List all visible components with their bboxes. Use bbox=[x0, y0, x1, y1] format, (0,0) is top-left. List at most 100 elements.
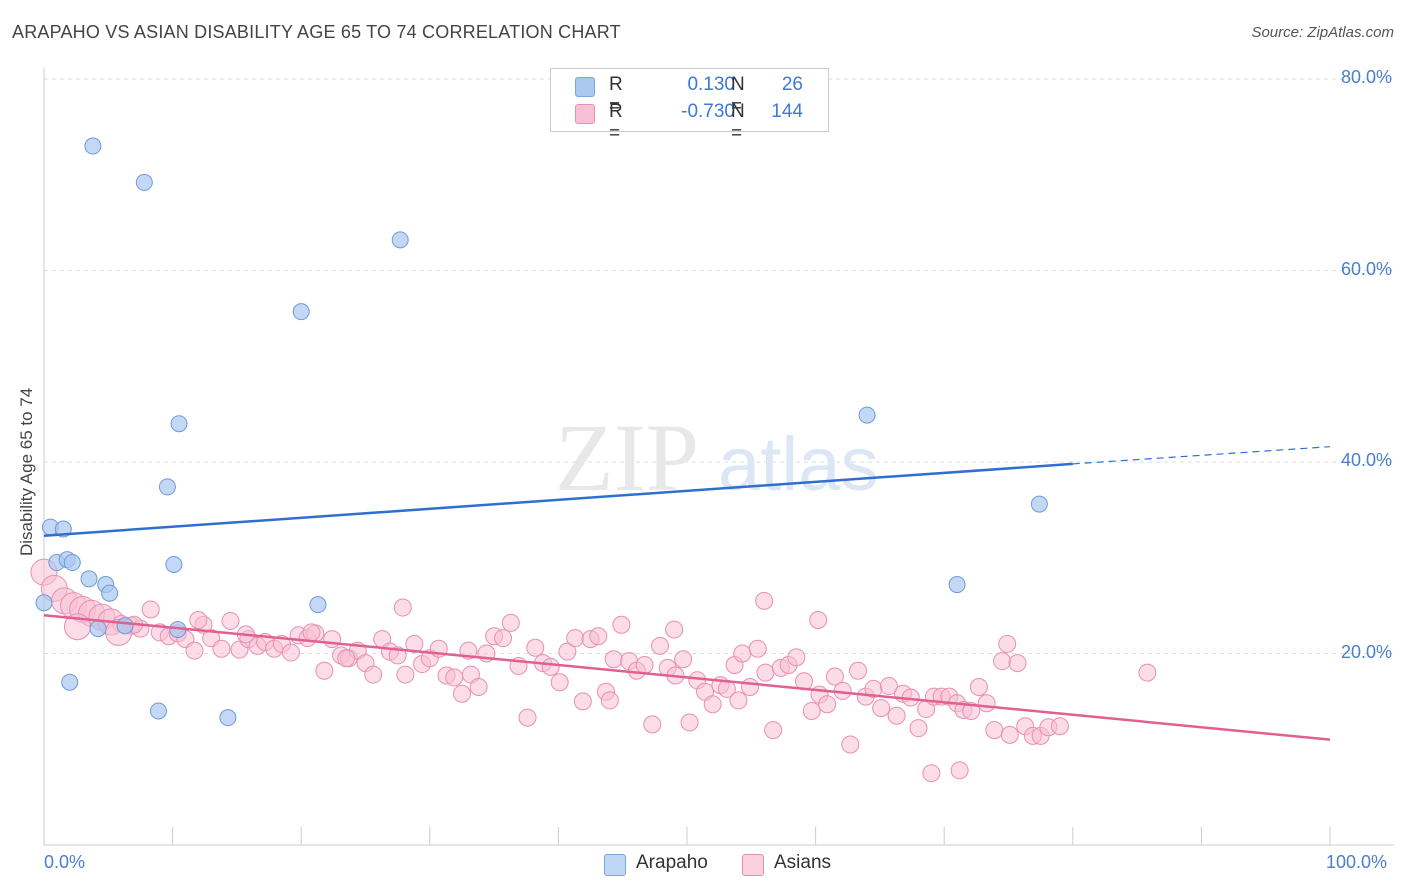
asians-point bbox=[998, 634, 1017, 653]
asians-point bbox=[993, 652, 1012, 671]
asians-point bbox=[364, 665, 383, 684]
asians-point bbox=[141, 600, 160, 619]
y-tick-label: 40.0% bbox=[1340, 450, 1392, 470]
asians-point bbox=[680, 713, 699, 732]
asians-trend-line bbox=[43, 613, 1331, 741]
asians-point bbox=[950, 761, 969, 780]
asians-point bbox=[501, 613, 520, 632]
asians-point bbox=[315, 661, 334, 680]
arapaho-point bbox=[149, 702, 167, 720]
asians-point bbox=[396, 665, 415, 684]
arapaho-point bbox=[158, 478, 176, 496]
asians-point bbox=[445, 668, 464, 687]
asians-series bbox=[30, 558, 1157, 783]
asians-point bbox=[764, 721, 783, 740]
trend-lines bbox=[43, 446, 1331, 741]
asians-point bbox=[337, 649, 356, 668]
arapaho-point bbox=[858, 406, 876, 424]
arapaho-point bbox=[219, 709, 237, 727]
bottom-legend-swatch-asians bbox=[742, 854, 764, 876]
y-tick-label: 20.0% bbox=[1340, 641, 1392, 662]
asians-point bbox=[741, 678, 760, 697]
arapaho-point bbox=[101, 584, 119, 602]
bottom-legend-label-arapaho: Arapaho bbox=[636, 852, 708, 873]
arapaho-point bbox=[1030, 495, 1048, 513]
asians-point bbox=[221, 611, 240, 630]
asians-point bbox=[879, 677, 898, 696]
arapaho-point bbox=[948, 576, 966, 594]
bottom-legend-label-asians: Asians bbox=[774, 852, 832, 873]
watermark: ZIP atlas bbox=[555, 404, 879, 511]
asians-point bbox=[748, 639, 767, 658]
legend-swatch-arapaho bbox=[575, 77, 595, 97]
y-tick-label: 60.0% bbox=[1340, 258, 1392, 279]
asians-point bbox=[643, 715, 662, 734]
watermark-zip: ZIP bbox=[555, 404, 699, 511]
asians-point bbox=[573, 692, 592, 711]
arapaho-point bbox=[89, 620, 107, 638]
asians-point bbox=[802, 701, 821, 720]
legend-n-label: N = bbox=[731, 74, 745, 117]
arapaho-point bbox=[35, 594, 53, 612]
asians-point bbox=[302, 623, 321, 642]
legend-n-value: 26 bbox=[781, 74, 803, 95]
asians-point bbox=[729, 691, 748, 710]
arapaho-point bbox=[309, 596, 327, 614]
asians-point bbox=[1050, 717, 1069, 736]
asians-point bbox=[600, 691, 619, 710]
asians-point bbox=[755, 591, 774, 610]
arapaho-point bbox=[80, 570, 98, 588]
asians-point bbox=[703, 695, 722, 714]
asians-point bbox=[962, 701, 981, 720]
y-tick-label: 80.0% bbox=[1340, 67, 1392, 87]
watermark-atlas: atlas bbox=[718, 422, 879, 507]
asians-point bbox=[969, 678, 988, 697]
arapaho-point bbox=[391, 231, 409, 249]
asians-point bbox=[733, 644, 752, 663]
asians-point bbox=[809, 610, 828, 629]
arapaho-point bbox=[84, 137, 102, 155]
arapaho-point bbox=[165, 555, 183, 573]
legend-n-label: N = bbox=[731, 101, 745, 144]
y-axis-label: Disability Age 65 to 74 bbox=[17, 387, 36, 556]
arapaho-trend-line bbox=[43, 462, 1073, 537]
asians-point bbox=[612, 615, 631, 634]
asians-point bbox=[388, 646, 407, 665]
x-tick-label-max: 100.0% bbox=[1326, 852, 1388, 872]
asians-point bbox=[756, 663, 775, 682]
arapaho-series bbox=[35, 137, 1048, 727]
legend-swatch-asians bbox=[575, 104, 595, 124]
asians-point bbox=[977, 694, 996, 713]
asians-point bbox=[825, 667, 844, 686]
asians-point bbox=[841, 735, 860, 754]
grid-layer bbox=[44, 78, 1394, 654]
asians-point bbox=[650, 636, 669, 655]
asians-point bbox=[589, 627, 608, 646]
asians-point bbox=[818, 695, 837, 714]
asians-point bbox=[872, 699, 891, 718]
asians-point bbox=[1000, 725, 1019, 744]
legend-r-value: -0.730 bbox=[681, 101, 735, 122]
asians-point bbox=[665, 620, 684, 639]
arapaho-point bbox=[292, 303, 310, 321]
asians-point bbox=[550, 673, 569, 692]
asians-point bbox=[849, 661, 868, 680]
arapaho-point bbox=[63, 554, 81, 572]
legend: R = 0.130 N = 26 R = -0.730 N = 144 bbox=[550, 68, 829, 144]
axis-layer bbox=[43, 68, 1394, 846]
arapaho-point bbox=[135, 173, 153, 191]
asians-point bbox=[323, 630, 342, 649]
chart-source: Source: ZipAtlas.com bbox=[1251, 24, 1394, 41]
asians-point bbox=[787, 648, 806, 667]
asians-point bbox=[212, 639, 231, 658]
arapaho-point bbox=[61, 673, 79, 691]
asians-point bbox=[518, 708, 537, 727]
asians-point bbox=[922, 764, 941, 783]
asians-point bbox=[469, 678, 488, 697]
legend-n-value: 144 bbox=[771, 101, 803, 122]
bottom-legend-swatch-arapaho bbox=[604, 854, 626, 876]
asians-point bbox=[887, 706, 906, 725]
asians-point bbox=[1138, 663, 1157, 682]
arapaho-trend-extension bbox=[1072, 446, 1331, 465]
